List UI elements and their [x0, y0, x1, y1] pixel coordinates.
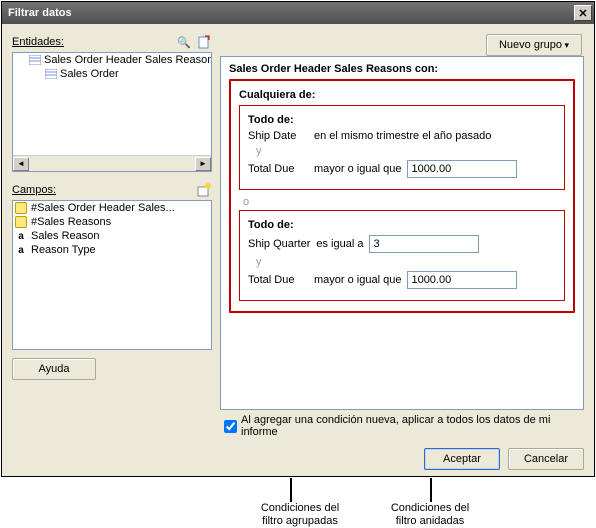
list-item-label: Reason Type — [31, 244, 96, 256]
text-field-icon: a — [15, 231, 27, 242]
condition-field[interactable]: Ship Quarter — [248, 238, 310, 250]
window-title: Filtrar datos — [8, 7, 574, 19]
filter-title: Sales Order Header Sales Reasons con: — [229, 63, 575, 75]
or-connector: o — [243, 196, 565, 208]
cancel-button[interactable]: Cancelar — [508, 448, 584, 470]
any-of-group: Cualquiera de: Todo de: Ship Date en el … — [229, 79, 575, 313]
condition-row[interactable]: Total Due mayor o igual que — [248, 160, 556, 178]
list-item-label: #Sales Order Header Sales... — [31, 202, 175, 214]
list-item-label: #Sales Reasons — [31, 216, 111, 228]
text-field-icon: a — [15, 245, 27, 256]
scroll-left-icon[interactable]: ◄ — [13, 157, 29, 171]
and-connector: y — [256, 145, 556, 157]
condition-value-input[interactable] — [407, 271, 517, 289]
help-button[interactable]: Ayuda — [12, 358, 96, 380]
tree-item[interactable]: Sales Order Header Sales Reasons — [13, 53, 211, 67]
list-item[interactable]: #Sales Reasons — [13, 215, 211, 229]
h-scrollbar[interactable]: ◄ ► — [13, 155, 211, 171]
condition-field[interactable]: Ship Date — [248, 130, 308, 142]
search-icon[interactable]: 🔍 — [176, 34, 192, 50]
tree-item-label: Sales Order — [60, 68, 119, 80]
annotation-nested: Condiciones del filtro anidadas — [370, 502, 490, 528]
callout-line — [290, 478, 292, 502]
list-item[interactable]: a Reason Type — [13, 243, 211, 257]
apply-all-checkbox-row: Al agregar una condición nueva, aplicar … — [220, 414, 584, 438]
condition-value-input[interactable] — [369, 235, 479, 253]
close-icon[interactable]: ✕ — [574, 5, 592, 21]
titlebar: Filtrar datos ✕ — [2, 2, 594, 24]
refresh-icon[interactable] — [196, 34, 212, 50]
new-field-icon[interactable] — [196, 182, 212, 198]
condition-operator[interactable]: en el mismo trimestre el año pasado — [314, 130, 491, 142]
campos-list[interactable]: #Sales Order Header Sales... #Sales Reas… — [12, 200, 212, 350]
annotation-grouped: Condiciones del filtro agrupadas — [240, 502, 360, 528]
all-of-label: Todo de: — [248, 114, 556, 126]
filter-dialog: Filtrar datos ✕ Entidades: 🔍 Sales Order… — [1, 1, 595, 477]
filter-panel: Sales Order Header Sales Reasons con: Cu… — [220, 56, 584, 410]
condition-field[interactable]: Total Due — [248, 274, 308, 286]
condition-row[interactable]: Ship Date en el mismo trimestre el año p… — [248, 130, 556, 142]
condition-operator[interactable]: es igual a — [316, 238, 363, 250]
any-of-label: Cualquiera de: — [239, 89, 565, 101]
all-of-group-2: Todo de: Ship Quarter es igual a y Total… — [239, 210, 565, 301]
entities-list[interactable]: Sales Order Header Sales Reasons Sales O… — [12, 52, 212, 172]
all-of-label: Todo de: — [248, 219, 556, 231]
campos-label: Campos: — [12, 184, 192, 196]
tree-item-label: Sales Order Header Sales Reasons — [44, 54, 211, 66]
entities-label: Entidades: — [12, 36, 172, 48]
condition-operator[interactable]: mayor o igual que — [314, 163, 401, 175]
condition-value-input[interactable] — [407, 160, 517, 178]
new-group-button[interactable]: Nuevo grupo — [486, 34, 582, 56]
all-of-group-1: Todo de: Ship Date en el mismo trimestre… — [239, 105, 565, 190]
list-item-label: Sales Reason — [31, 230, 100, 242]
scroll-right-icon[interactable]: ► — [195, 157, 211, 171]
list-item[interactable]: #Sales Order Header Sales... — [13, 201, 211, 215]
annotations: Condiciones del filtro agrupadas Condici… — [220, 478, 596, 528]
apply-all-checkbox[interactable] — [224, 420, 237, 433]
and-connector: y — [256, 256, 556, 268]
condition-operator[interactable]: mayor o igual que — [314, 274, 401, 286]
condition-row[interactable]: Total Due mayor o igual que — [248, 271, 556, 289]
measure-icon — [15, 216, 27, 228]
condition-row[interactable]: Ship Quarter es igual a — [248, 235, 556, 253]
condition-field[interactable]: Total Due — [248, 163, 308, 175]
callout-line — [430, 478, 432, 502]
tree-item[interactable]: Sales Order — [13, 67, 211, 81]
measure-icon — [15, 202, 27, 214]
ok-button[interactable]: Aceptar — [424, 448, 500, 470]
list-item[interactable]: a Sales Reason — [13, 229, 211, 243]
apply-all-label: Al agregar una condición nueva, aplicar … — [241, 414, 584, 438]
